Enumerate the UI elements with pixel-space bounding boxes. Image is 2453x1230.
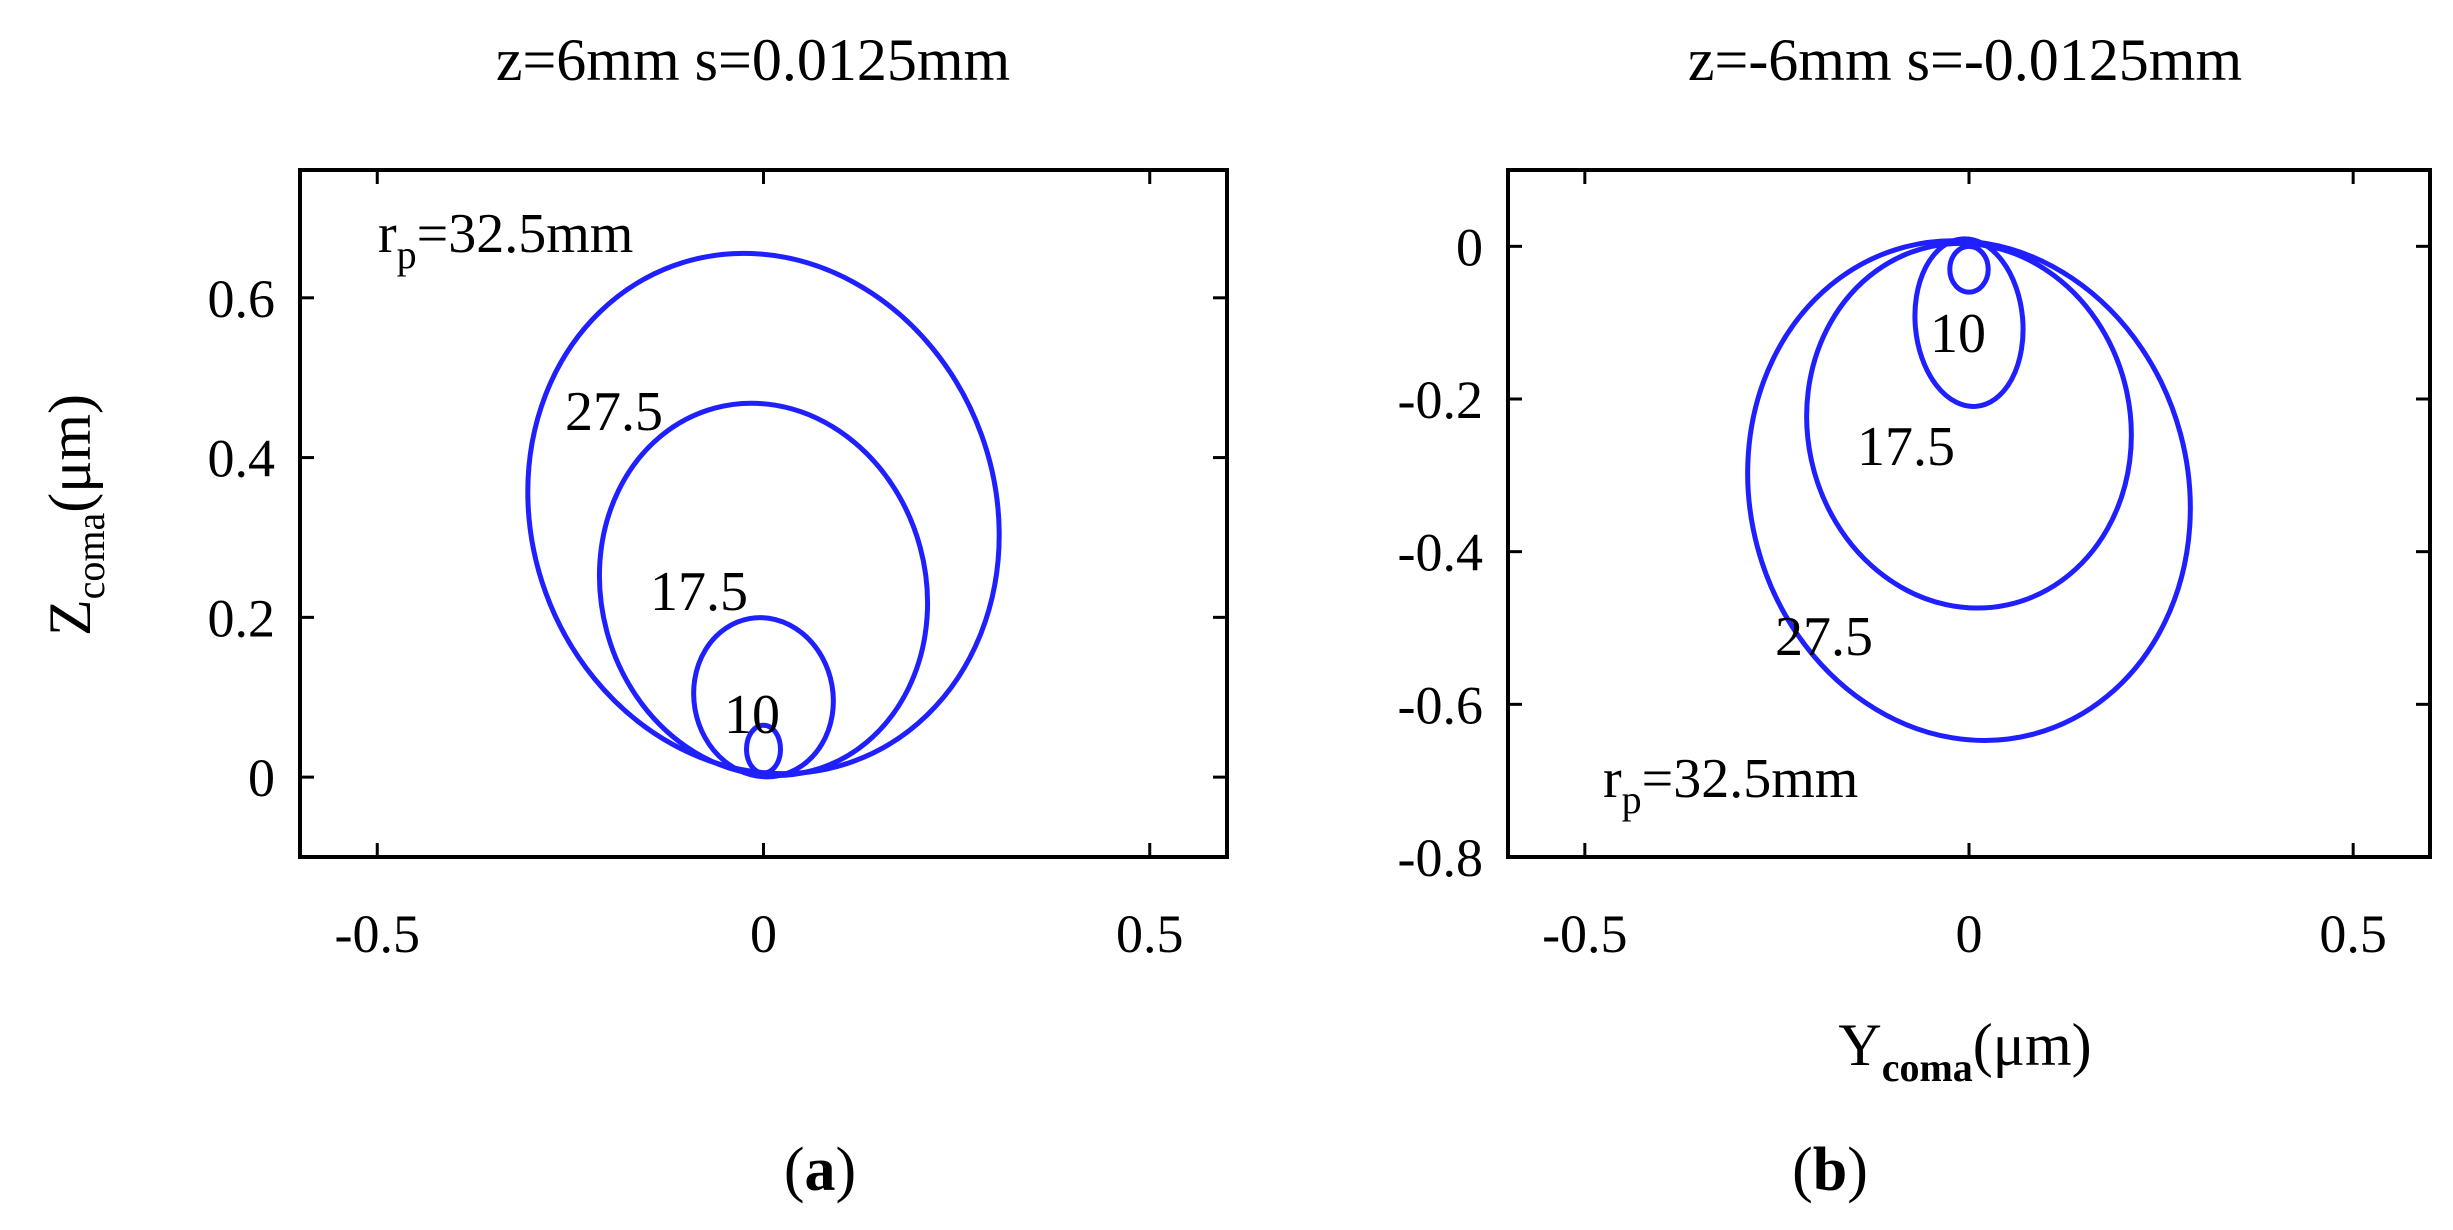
chart-a-xtick-label: 0	[750, 904, 777, 964]
chart-b-xlabel: Ycoma(μm)	[1838, 1012, 2091, 1090]
chart-a-ylabel: Zcoma(μm)	[37, 394, 113, 636]
chart-a-label-32-5: rp=32.5mm	[378, 203, 633, 277]
chart-a-label-27-5: 27.5	[565, 381, 663, 443]
chart-a-ytick-label: 0.6	[208, 269, 276, 329]
chart-a-xtick-label: 0.5	[1116, 904, 1184, 964]
chart-b-xlabel-unit: (μm)	[1973, 1012, 2092, 1078]
chart-b-ytick-label: -0.2	[1398, 370, 1483, 430]
chart-a-label-10: 10	[724, 684, 780, 746]
chart-a-ytick-label: 0	[248, 748, 275, 808]
chart-a-ytick-label: 0.4	[208, 429, 276, 489]
chart-b-curve-17-5	[1912, 236, 2026, 409]
chart-b-xtick-label: -0.5	[1542, 904, 1627, 964]
chart-b: z=-6mm s=-0.0125mm -0.5 0 0.5 0 -0.2 -0.4 -0.…	[1398, 27, 2432, 1204]
chart-a: z=6mm s=0.0125mm -0.5 0 0.5 0 0.2 0.4 0.6 Zco…	[37, 27, 1229, 1204]
chart-a-curve-r-p-32-5mm	[525, 250, 1002, 777]
chart-a-curve-10	[744, 722, 783, 776]
chart-a-label-17-5: 17.5	[650, 561, 748, 623]
chart-b-ytick-label: -0.8	[1398, 828, 1483, 888]
chart-b-curve-10	[1947, 243, 1991, 295]
chart-b-title: z=-6mm s=-0.0125mm	[1688, 27, 2242, 93]
chart-b-ytick-label: -0.4	[1398, 523, 1483, 583]
chart-b-curve-27-5	[1804, 240, 2134, 611]
chart-a-title: z=6mm s=0.0125mm	[496, 27, 1010, 93]
chart-b-label-32-5: rp=32.5mm	[1603, 748, 1858, 822]
chart-b-panel-label: (b)	[1792, 1136, 1868, 1204]
chart-a-plot-frame	[298, 168, 1229, 859]
chart-b-label-10: 10	[1930, 303, 1986, 365]
chart-a-ylabel-sub: coma	[68, 513, 113, 600]
chart-a-curve-17-5	[691, 615, 836, 780]
chart-a-ylabel-unit: (μm)	[37, 394, 103, 513]
chart-a-curve-27-5	[596, 400, 931, 779]
chart-b-xlabel-sub: coma	[1882, 1045, 1973, 1090]
chart-b-xtick-label: 0	[1956, 904, 1983, 964]
chart-b-label-17-5: 17.5	[1857, 416, 1955, 478]
chart-a-panel-label: (a)	[784, 1136, 856, 1204]
chart-a-ytick-label: 0.2	[208, 588, 276, 648]
chart-b-ytick-label: -0.6	[1398, 675, 1483, 735]
chart-b-label-27-5: 27.5	[1775, 606, 1873, 668]
chart-a-ylabel-main: Z	[37, 599, 103, 636]
chart-a-xtick-label: -0.5	[335, 904, 420, 964]
chart-b-xtick-label: 0.5	[2319, 904, 2387, 964]
chart-b-xlabel-main: Y	[1838, 1012, 1881, 1078]
chart-b-curve-r-p-32-5mm	[1745, 238, 2193, 743]
svg-text:Zcoma(μm): Zcoma(μm)	[37, 394, 113, 636]
chart-b-ytick-label: 0	[1456, 217, 1483, 277]
